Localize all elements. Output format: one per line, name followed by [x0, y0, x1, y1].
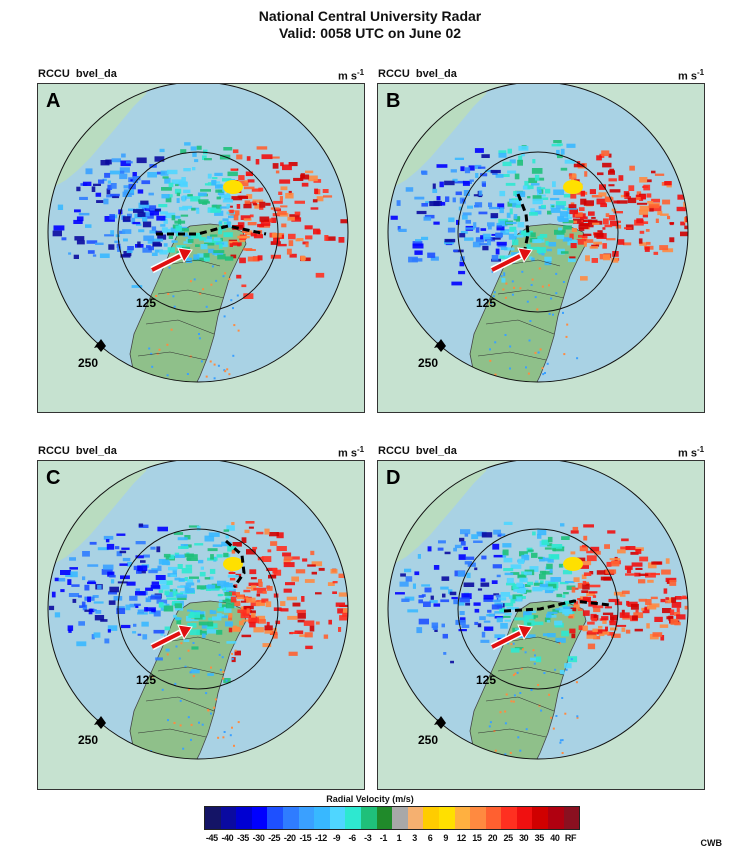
colorbar-swatch — [470, 807, 486, 829]
colorbar-tick-label: -15 — [299, 833, 312, 843]
panel-label-b: B — [386, 90, 401, 112]
colorbar-swatch — [282, 807, 299, 829]
colorbar-swatch — [329, 807, 346, 829]
figure-subtitle: Valid: 0058 UTC on June 02 — [278, 25, 462, 41]
panel-a-header: RCCU bvel_da — [38, 68, 117, 80]
panel-label-c: C — [46, 467, 61, 489]
colorbar-tick-label: 9 — [443, 833, 448, 843]
panel-label-a: A — [46, 90, 61, 112]
colorbar-tick-label: -20 — [283, 833, 296, 843]
colorbar-swatch — [423, 807, 439, 829]
colorbar-tick-label: -40 — [221, 833, 234, 843]
colorbar-swatch — [376, 807, 393, 829]
colorbar-swatch — [454, 807, 471, 829]
colorbar-tick-label: 1 — [396, 833, 402, 843]
colorbar-tick-label: 30 — [519, 833, 529, 843]
colorbar-swatch — [298, 807, 315, 829]
panel-c-unit: m s-1 — [338, 445, 365, 460]
colorbar-swatch — [407, 807, 424, 829]
panel-b-header: RCCU bvel_da — [378, 68, 457, 80]
panel-label-d: D — [386, 467, 401, 489]
colorbar-tick-label: -3 — [364, 833, 372, 843]
colorbar-swatch — [251, 807, 268, 829]
panel-d-header: RCCU bvel_da — [378, 445, 457, 457]
colorbar-swatch — [485, 807, 502, 829]
colorbar-swatch — [267, 807, 283, 829]
colorbar-tick-label: -1 — [379, 833, 388, 843]
radar-image-b — [387, 84, 689, 383]
colorbar-swatch — [532, 807, 549, 829]
range-label-125-b: 125 — [476, 296, 497, 310]
radar-image-c — [47, 461, 349, 760]
colorbar-tick-label: 6 — [427, 833, 433, 843]
colorbar-tick-label: 20 — [487, 833, 498, 843]
radar-panel-a: A 125 250 — [37, 83, 365, 413]
colorbar-title: Radial Velocity (m/s) — [326, 794, 414, 804]
radar-image-d — [387, 461, 689, 760]
range-label-250-d: 250 — [418, 733, 439, 747]
colorbar-tick-label: 40 — [550, 833, 560, 843]
colorbar-swatch — [205, 807, 221, 829]
range-label-125-c: 125 — [136, 673, 157, 687]
colorbar-swatch — [438, 807, 455, 829]
colorbar-swatch — [220, 807, 237, 829]
credit-label: CWB — [700, 838, 723, 848]
colorbar-tick-label: -12 — [315, 833, 327, 843]
colorbar-swatch — [516, 807, 533, 829]
radar-panel-c: C 125 250 — [37, 460, 365, 790]
radar-panel-d: D 125 250 — [377, 460, 705, 790]
colorbar-swatch — [548, 807, 564, 829]
colorbar-tick-label: -45 — [205, 833, 218, 843]
colorbar-tick-label: 35 — [534, 833, 545, 843]
colorbar — [204, 806, 581, 830]
colorbar-tick-label: -9 — [332, 833, 341, 843]
range-label-250-c: 250 — [78, 733, 99, 747]
colorbar-tick-label: -25 — [268, 833, 281, 843]
panel-c-header: RCCU bvel_da — [38, 445, 117, 457]
colorbar-tick-label: -6 — [348, 833, 357, 843]
range-label-250-b: 250 — [418, 356, 439, 370]
colorbar-swatch — [236, 807, 252, 829]
colorbar-swatch — [360, 807, 377, 829]
radar-panel-b: B 125 250 — [377, 83, 705, 413]
colorbar-swatch — [392, 807, 408, 829]
colorbar-swatch — [314, 807, 330, 829]
colorbar-tick-label: 25 — [503, 833, 513, 843]
range-label-250-a: 250 — [78, 356, 99, 370]
colorbar-tick-label: -35 — [237, 833, 249, 843]
panel-d-unit: m s-1 — [678, 445, 705, 460]
colorbar-tick-label: 12 — [456, 833, 467, 843]
colorbar-tick-label: 3 — [412, 833, 417, 843]
colorbar-labels: -45 -40 -35 -30 -25 -20 -15 -12 -9 -6 -3 -1 1 3 6 9 12 15… — [204, 833, 578, 843]
colorbar-swatch — [563, 807, 580, 829]
radar-image-a — [47, 84, 349, 383]
panel-b-unit: m s-1 — [678, 68, 705, 83]
figure-title: National Central University Radar — [258, 8, 482, 24]
colorbar-swatch — [501, 807, 517, 829]
colorbar-tick-label: RF — [564, 833, 577, 843]
colorbar-tick-label: -30 — [252, 833, 265, 843]
range-label-125-a: 125 — [136, 296, 157, 310]
colorbar-swatch — [345, 807, 361, 829]
range-label-125-d: 125 — [476, 673, 497, 687]
panel-a-unit: m s-1 — [338, 68, 365, 83]
colorbar-tick-label: 15 — [472, 833, 482, 843]
